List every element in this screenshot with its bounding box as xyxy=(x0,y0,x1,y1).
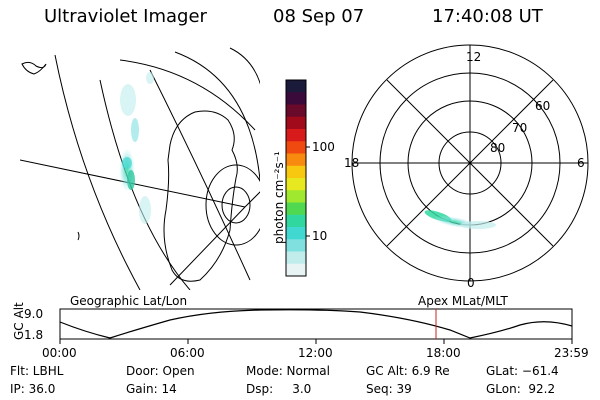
timeline xyxy=(59,308,573,344)
time-label: 17:40:08 UT xyxy=(432,6,543,27)
timeline-ytick-top: 9.0 xyxy=(24,307,44,321)
info-dsp: Dsp: 3.0 xyxy=(246,382,312,396)
info-glon: GLon: 92.2 xyxy=(486,382,556,396)
colorbar-swatch xyxy=(286,141,306,154)
info-door: Door: Open xyxy=(126,364,195,378)
colorbar-swatch xyxy=(286,80,306,93)
coastline xyxy=(163,110,238,282)
mlt-label-12: 12 xyxy=(466,50,482,64)
mlt-label-18: 18 xyxy=(344,156,360,170)
lat-label-70: 70 xyxy=(512,121,528,135)
colorbar-swatch xyxy=(286,116,306,130)
colorbar-swatch xyxy=(286,92,306,105)
timeline-xtick: 12:00 xyxy=(298,346,333,360)
info-gc-alt: GC Alt: 6.9 Re xyxy=(366,364,450,378)
mlt-label-0: 0 xyxy=(467,276,475,290)
timeline-xtick: 23:59 xyxy=(554,346,589,360)
colorbar-swatch xyxy=(286,153,306,167)
colorbar-swatch xyxy=(286,263,306,277)
info-ip: IP: 36.0 xyxy=(10,382,56,396)
colorbar-swatch xyxy=(286,165,306,179)
lat-label-80: 80 xyxy=(490,141,506,155)
left-panel-caption: Geographic Lat/Lon xyxy=(70,294,188,308)
info-mode: Mode: Normal xyxy=(246,364,330,378)
info-seq: Seq: 39 xyxy=(366,382,412,396)
colorbar-swatch xyxy=(286,202,306,216)
altitude-curve xyxy=(59,309,573,339)
timeline-xtick: 00:00 xyxy=(42,346,77,360)
colorbar-swatch xyxy=(286,129,306,142)
colorbar-tick-100: 100 xyxy=(312,140,335,154)
colorbar-unit-label: photon cm⁻²s⁻¹ xyxy=(272,151,286,244)
colorbar-swatch xyxy=(286,251,306,265)
colorbar xyxy=(285,79,310,277)
polar-plot xyxy=(351,44,589,282)
colorbar-swatch xyxy=(286,104,306,118)
colorbar-swatch xyxy=(286,227,306,240)
timeline-ytick-bottom: 1.8 xyxy=(24,328,44,342)
geographic-map xyxy=(20,47,260,290)
colorbar-swatch xyxy=(286,214,306,228)
info-gain: Gain: 14 xyxy=(126,382,177,396)
mlt-label-6: 6 xyxy=(577,156,585,170)
colorbar-tick-10: 10 xyxy=(312,229,328,243)
colorbar-swatch xyxy=(286,239,306,252)
lat-label-60: 60 xyxy=(535,99,551,113)
lat-circle xyxy=(54,54,141,290)
right-panel-caption: Apex MLat/MLT xyxy=(418,294,508,308)
colorbar-swatch xyxy=(286,178,306,191)
timeline-xtick: 06:00 xyxy=(170,346,205,360)
app-title: Ultraviolet Imager xyxy=(44,6,207,27)
timeline-xtick: 18:00 xyxy=(426,346,461,360)
colorbar-swatch xyxy=(286,190,306,203)
info-filter: Flt: LBHL xyxy=(10,364,64,378)
info-glat: GLat: −61.4 xyxy=(486,364,559,378)
date-label: 08 Sep 07 xyxy=(273,6,365,27)
